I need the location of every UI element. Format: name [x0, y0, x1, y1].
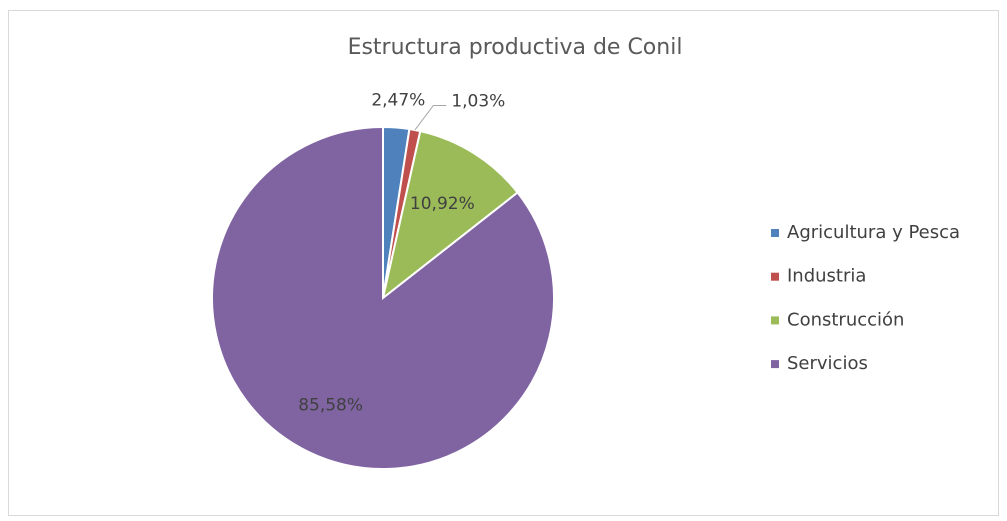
chart-title: Estructura productiva de Conil [348, 35, 683, 60]
legend-swatch [771, 360, 779, 369]
data-label: 1,03% [451, 91, 505, 111]
legend-swatch [771, 316, 779, 325]
leader-line [414, 104, 447, 131]
pie-slice [381, 129, 519, 301]
legend-swatch [771, 229, 779, 237]
legend-label: Servicios [787, 353, 868, 374]
legend-swatch [771, 272, 779, 281]
pie-slice [211, 125, 555, 470]
data-label: 10,92% [410, 194, 475, 214]
legend-label: Agricultura y Pesca [787, 222, 960, 243]
data-label: 85,58% [298, 396, 363, 416]
legend-label: Construcción [787, 309, 904, 330]
legend-label: Industria [787, 266, 866, 287]
data-label: 2,47% [371, 91, 425, 111]
